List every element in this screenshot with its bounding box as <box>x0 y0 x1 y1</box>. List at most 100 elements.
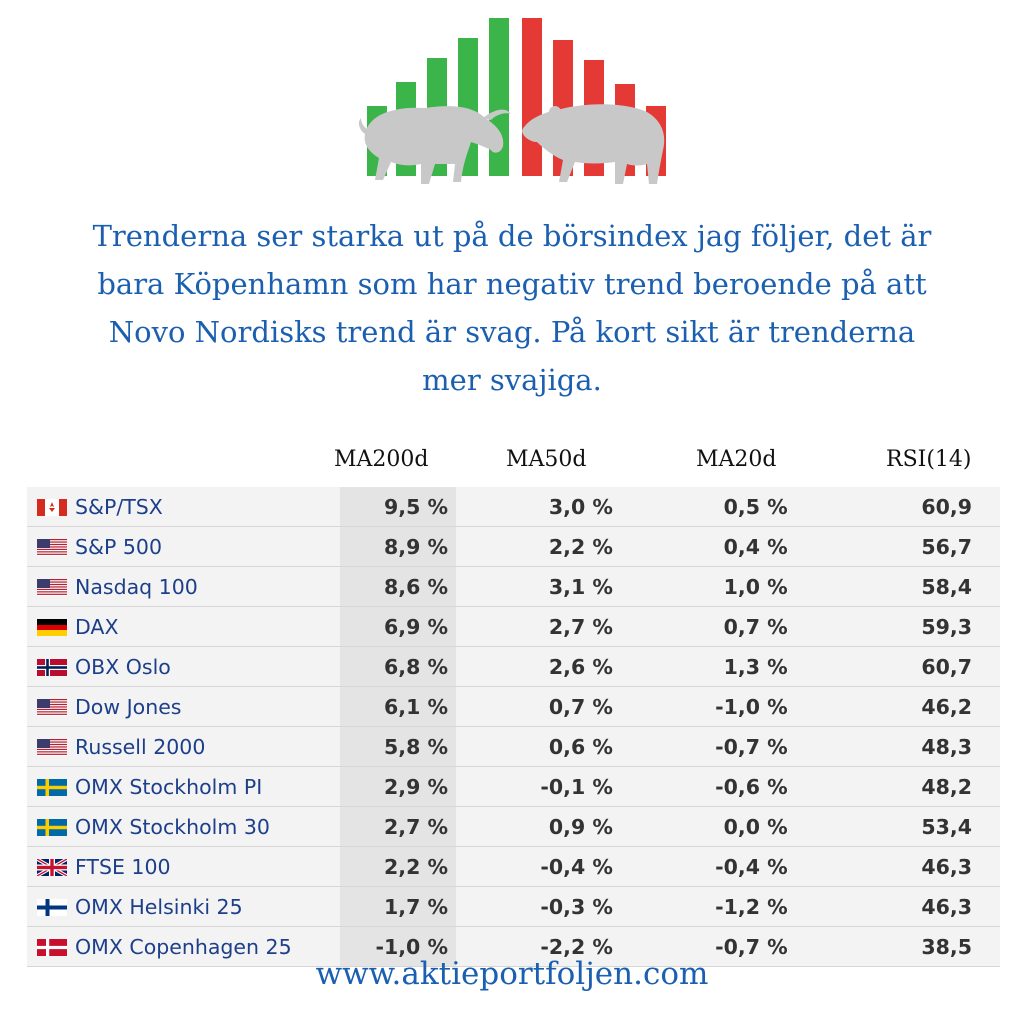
index-name-cell: S&P 500 <box>27 526 341 567</box>
rsi-cell: 38,5 <box>795 926 1000 967</box>
index-name-cell: OMX Copenhagen 25 <box>27 926 341 967</box>
bear-icon <box>522 104 665 184</box>
rsi-cell: 46,2 <box>795 686 1000 727</box>
ma200-cell: 8,6 % <box>340 566 457 607</box>
ma50-cell: 0,9 % <box>456 806 621 847</box>
index-name-cell: OMX Stockholm PI <box>27 766 341 807</box>
ma50-cell: -0,3 % <box>456 886 621 927</box>
index-name[interactable]: FTSE 100 <box>75 854 171 879</box>
rsi-cell: 53,4 <box>795 806 1000 847</box>
ma200-cell: -1,0 % <box>340 926 457 967</box>
ma20-cell: -1,2 % <box>620 886 796 927</box>
ma200-cell: 1,7 % <box>340 886 457 927</box>
ma200-cell: 2,7 % <box>340 806 457 847</box>
table-row: FTSE 100 2,2 % -0,4 % -0,4 % 46,3 <box>27 846 1000 887</box>
ma200-cell: 2,2 % <box>340 846 457 887</box>
headline-line: bara Köpenhamn som har negativ trend ber… <box>97 267 927 301</box>
ma50-cell: 0,7 % <box>456 686 621 727</box>
index-name-cell: FTSE 100 <box>27 846 341 887</box>
ma20-cell: -0,4 % <box>620 846 796 887</box>
table-row: S&P/TSX 9,5 % 3,0 % 0,5 % 60,9 <box>27 487 1000 527</box>
ma200-cell: 8,9 % <box>340 526 457 567</box>
index-name[interactable]: OBX Oslo <box>75 654 171 679</box>
rsi-cell: 59,3 <box>795 606 1000 647</box>
headline-line: Trenderna ser starka ut på de börsindex … <box>92 219 932 253</box>
bull-icon <box>358 106 511 184</box>
flag-gb-icon <box>37 858 67 876</box>
rsi-cell: 60,7 <box>795 646 1000 687</box>
ma50-cell: -0,1 % <box>456 766 621 807</box>
bar-green-5 <box>489 18 509 176</box>
ma50-cell: 2,2 % <box>456 526 621 567</box>
index-name-cell: OBX Oslo <box>27 646 341 687</box>
ma50-cell: 3,1 % <box>456 566 621 607</box>
flag-us-icon <box>37 698 67 716</box>
rsi-cell: 46,3 <box>795 886 1000 927</box>
ma50-cell: -0,4 % <box>456 846 621 887</box>
flag-no-icon <box>37 658 67 676</box>
rsi-cell: 48,3 <box>795 726 1000 767</box>
index-name-cell: S&P/TSX <box>27 487 341 527</box>
index-name[interactable]: OMX Stockholm 30 <box>75 814 270 839</box>
index-name[interactable]: OMX Helsinki 25 <box>75 894 243 919</box>
ma20-cell: 1,3 % <box>620 646 796 687</box>
index-name[interactable]: S&P 500 <box>75 534 163 559</box>
table-row: S&P 500 8,9 % 2,2 % 0,4 % 56,7 <box>27 526 1000 567</box>
flag-se-icon <box>37 778 67 796</box>
flag-us-icon <box>37 738 67 756</box>
bull-bear-logo <box>355 14 675 190</box>
ma200-cell: 6,1 % <box>340 686 457 727</box>
ma200-cell: 6,9 % <box>340 606 457 647</box>
ma50-cell: -2,2 % <box>456 926 621 967</box>
index-name[interactable]: Russell 2000 <box>75 734 206 759</box>
ma20-cell: -0,6 % <box>620 766 796 807</box>
index-name[interactable]: Dow Jones <box>75 694 182 719</box>
index-name[interactable]: OMX Stockholm PI <box>75 774 263 799</box>
index-name[interactable]: DAX <box>75 614 119 639</box>
rsi-cell: 46,3 <box>795 846 1000 887</box>
table-row: OMX Stockholm 30 2,7 % 0,9 % 0,0 % 53,4 <box>27 806 1000 847</box>
bar-red-1 <box>522 18 542 176</box>
ma200-cell: 9,5 % <box>340 487 457 527</box>
ma20-cell: 0,0 % <box>620 806 796 847</box>
column-header-ma200: MA200d <box>334 447 429 472</box>
column-header-ma50: MA50d <box>506 447 587 472</box>
index-name-cell: Nasdaq 100 <box>27 566 341 607</box>
index-name-cell: OMX Stockholm 30 <box>27 806 341 847</box>
rsi-cell: 60,9 <box>795 487 1000 527</box>
ma200-cell: 2,9 % <box>340 766 457 807</box>
index-name-cell: Russell 2000 <box>27 726 341 767</box>
index-name[interactable]: Nasdaq 100 <box>75 574 198 599</box>
table-row: OMX Stockholm PI 2,9 % -0,1 % -0,6 % 48,… <box>27 766 1000 807</box>
rsi-cell: 58,4 <box>795 566 1000 607</box>
index-name[interactable]: OMX Copenhagen 25 <box>75 934 292 959</box>
table-row: Dow Jones 6,1 % 0,7 % -1,0 % 46,2 <box>27 686 1000 727</box>
rsi-cell: 56,7 <box>795 526 1000 567</box>
index-name[interactable]: S&P/TSX <box>75 494 163 519</box>
ma50-cell: 0,6 % <box>456 726 621 767</box>
ma50-cell: 2,6 % <box>456 646 621 687</box>
ma200-cell: 6,8 % <box>340 646 457 687</box>
ma20-cell: 1,0 % <box>620 566 796 607</box>
flag-fi-icon <box>37 898 67 916</box>
ma20-cell: -1,0 % <box>620 686 796 727</box>
ma20-cell: 0,7 % <box>620 606 796 647</box>
headline-line: mer svajiga. <box>422 363 602 397</box>
headline-text: Trenderna ser starka ut på de börsindex … <box>40 212 984 404</box>
flag-se-icon <box>37 818 67 836</box>
table-row: OMX Copenhagen 25 -1,0 % -2,2 % -0,7 % 3… <box>27 926 1000 967</box>
table-row: Russell 2000 5,8 % 0,6 % -0,7 % 48,3 <box>27 726 1000 767</box>
ma20-cell: 0,4 % <box>620 526 796 567</box>
table-row: DAX 6,9 % 2,7 % 0,7 % 59,3 <box>27 606 1000 647</box>
flag-ca-icon <box>37 498 67 516</box>
ma20-cell: -0,7 % <box>620 926 796 967</box>
ma50-cell: 2,7 % <box>456 606 621 647</box>
ma20-cell: -0,7 % <box>620 726 796 767</box>
table-row: OBX Oslo 6,8 % 2,6 % 1,3 % 60,7 <box>27 646 1000 687</box>
ma50-cell: 3,0 % <box>456 487 621 527</box>
index-name-cell: Dow Jones <box>27 686 341 727</box>
rsi-cell: 48,2 <box>795 766 1000 807</box>
flag-us-icon <box>37 578 67 596</box>
ma200-cell: 5,8 % <box>340 726 457 767</box>
headline-line: Novo Nordisks trend är svag. På kort sik… <box>108 315 916 349</box>
